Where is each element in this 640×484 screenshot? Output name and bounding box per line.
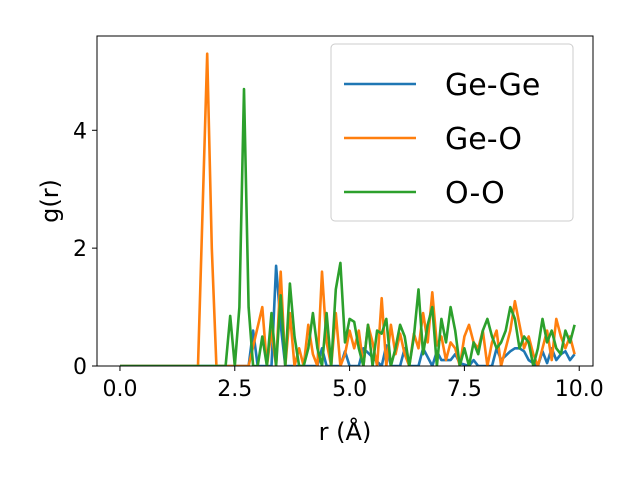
legend-label: O-O	[445, 176, 505, 211]
series-line-ge-ge	[120, 264, 576, 366]
y-tick-label: 2	[73, 237, 87, 262]
plot-area-frame	[96, 35, 594, 367]
series-line-ge-o	[120, 52, 576, 366]
series-line-o-o	[120, 87, 576, 366]
legend-label: Ge-O	[445, 122, 522, 157]
y-tick-label: 4	[73, 119, 87, 144]
x-tick-label: 10.0	[555, 377, 604, 402]
legend: Ge-Ge Ge-O O-O	[330, 43, 574, 222]
y-axis: 0 2 4	[73, 119, 97, 380]
legend-label: Ge-Ge	[445, 68, 540, 103]
y-axis-label: g(r)	[36, 179, 64, 223]
x-tick-label: 2.5	[217, 377, 252, 402]
x-axis-label: r (Å)	[319, 417, 372, 446]
y-tick-label: 0	[73, 355, 87, 380]
x-tick-label: 0.0	[102, 377, 137, 402]
x-tick-label: 5.0	[332, 377, 367, 402]
legend-box	[330, 43, 574, 222]
series-layer	[120, 52, 576, 366]
x-axis: 0.0 2.5 5.0 7.5 10.0	[102, 366, 604, 402]
x-tick-label: 7.5	[447, 377, 482, 402]
